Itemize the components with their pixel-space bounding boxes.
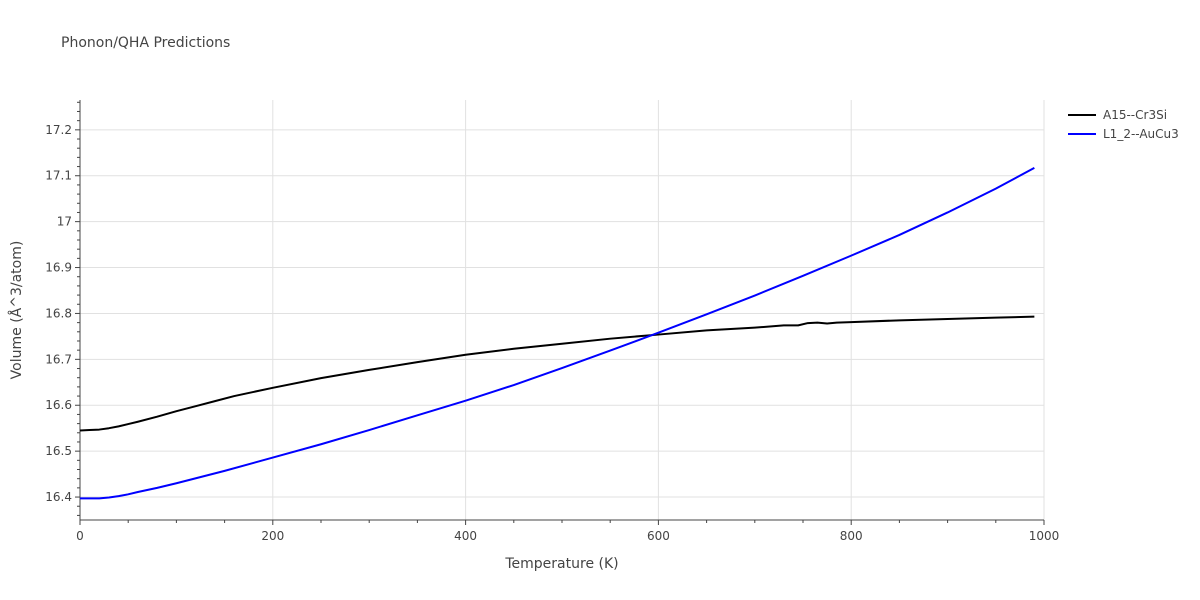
- legend-swatch-a15-cr3si: [1068, 113, 1096, 116]
- x-tick-label: 600: [647, 529, 670, 543]
- y-tick-label: 17: [57, 215, 72, 229]
- y-tick-label: 16.4: [45, 490, 72, 504]
- series-line-l1-2-aucu3[interactable]: [80, 167, 1035, 500]
- x-axis-title: Temperature (K): [504, 556, 618, 572]
- legend-label-a15-cr3si: A15--Cr3Si: [1103, 107, 1168, 122]
- y-axis-title: Volume (Å^3/atom): [8, 241, 25, 380]
- y-tick-label: 16.6: [45, 398, 72, 412]
- y-tick-label: 16.5: [45, 444, 72, 458]
- y-tick-label: 16.8: [45, 306, 72, 320]
- x-tick-label: 0: [76, 529, 84, 543]
- x-tick-label: 800: [840, 529, 863, 543]
- y-tick-label: 16.9: [45, 261, 72, 275]
- x-tick-label: 200: [261, 529, 284, 543]
- legend[interactable]: A15--Cr3Si L1_2--AuCu3: [1068, 105, 1179, 143]
- x-tick-label: 400: [454, 529, 477, 543]
- y-tick-label: 17.1: [45, 169, 72, 183]
- chart-title: Phonon/QHA Predictions: [61, 35, 231, 51]
- y-tick-label: 16.7: [45, 352, 72, 366]
- y-tick-label: 17.2: [45, 123, 72, 137]
- series-line-a15-cr3si[interactable]: [79, 315, 1035, 432]
- legend-item-l1-2-aucu3[interactable]: L1_2--AuCu3: [1068, 124, 1179, 143]
- legend-item-a15-cr3si[interactable]: A15--Cr3Si: [1068, 105, 1179, 124]
- legend-label-l1-2-aucu3: L1_2--AuCu3: [1103, 126, 1179, 141]
- x-tick-label: 1000: [1029, 529, 1060, 543]
- legend-swatch-l1-2-aucu3: [1068, 132, 1096, 135]
